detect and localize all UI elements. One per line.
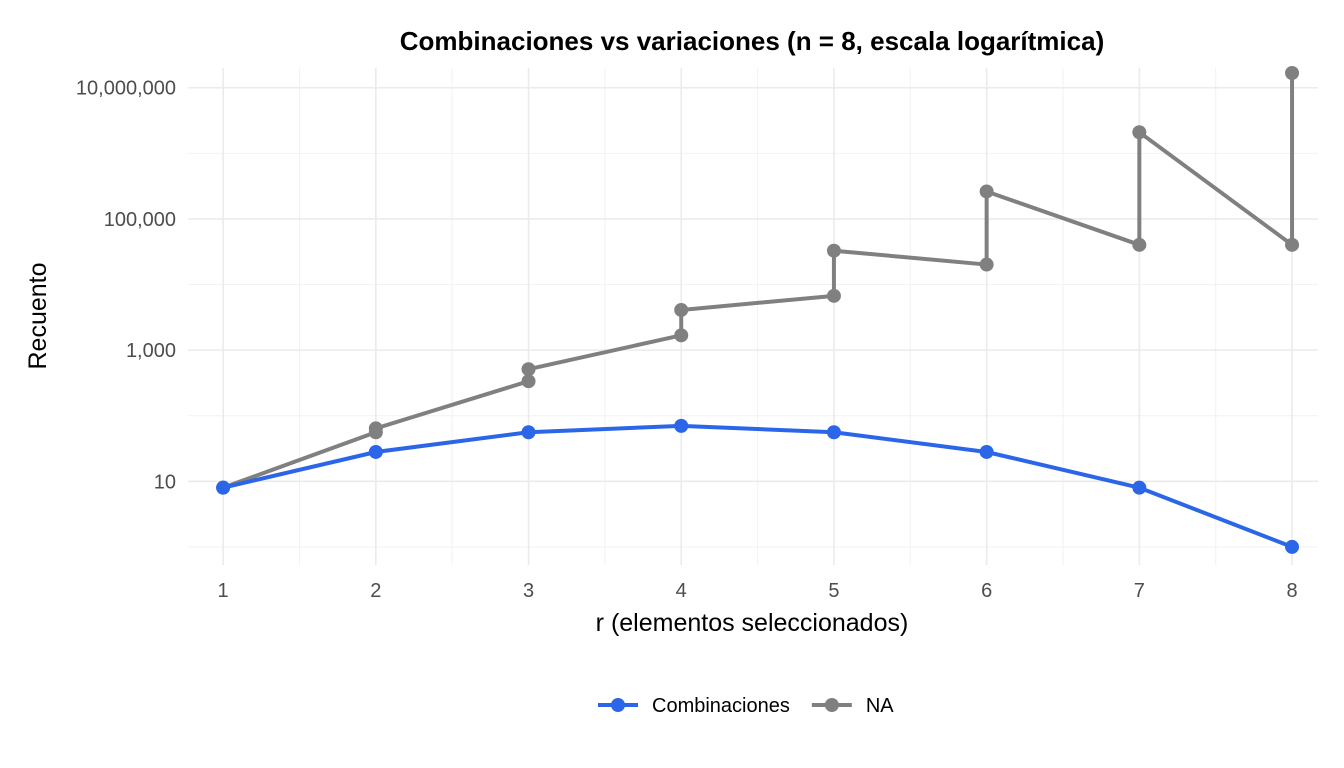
x-axis-title: r (elementos seleccionados) — [596, 609, 909, 637]
legend-key-point — [611, 698, 625, 712]
x-tick-label: 3 — [523, 580, 534, 602]
data-point — [1285, 539, 1300, 554]
data-point — [826, 425, 841, 440]
data-point — [979, 257, 994, 272]
data-point — [979, 444, 994, 459]
data-point — [1285, 237, 1300, 252]
data-point — [521, 362, 536, 377]
data-point — [674, 418, 689, 433]
x-tick-label: 2 — [370, 580, 381, 602]
data-point — [368, 421, 383, 436]
data-point — [216, 480, 231, 495]
y-axis-ticks: 10 1,000 100,000 10,000,000 — [76, 78, 176, 494]
data-point — [1285, 66, 1300, 81]
legend: Combinaciones NA — [598, 695, 894, 717]
x-tick-label: 7 — [1134, 580, 1145, 602]
series-points — [216, 66, 1300, 554]
data-point — [1132, 237, 1147, 252]
x-tick-label: 6 — [981, 580, 992, 602]
x-tick-label: 8 — [1286, 580, 1297, 602]
y-axis-title: Recuento — [24, 262, 52, 369]
data-point — [521, 425, 536, 440]
x-tick-label: 4 — [676, 580, 687, 602]
data-point — [1132, 480, 1147, 495]
data-point — [826, 243, 841, 258]
y-tick-label: 1,000 — [126, 340, 176, 362]
y-tick-label: 10,000,000 — [76, 78, 176, 100]
x-tick-label: 1 — [218, 580, 229, 602]
data-point — [979, 184, 994, 199]
x-tick-label: 5 — [828, 580, 839, 602]
chart-title: Combinaciones vs variaciones (n = 8, esc… — [400, 26, 1104, 56]
data-point — [674, 302, 689, 317]
series-line — [222, 423, 1293, 549]
y-tick-label: 10 — [154, 471, 176, 493]
grid — [188, 68, 1318, 565]
legend-label: NA — [866, 695, 894, 717]
x-axis-ticks: 1 2 3 4 5 6 7 8 — [218, 580, 1298, 602]
data-point — [521, 374, 536, 389]
legend-label: Combinaciones — [652, 695, 790, 717]
data-point — [368, 444, 383, 459]
y-tick-label: 100,000 — [104, 209, 176, 231]
legend-key-point — [824, 698, 839, 712]
data-point — [826, 288, 841, 303]
data-point — [674, 328, 689, 343]
data-point — [1132, 125, 1147, 140]
